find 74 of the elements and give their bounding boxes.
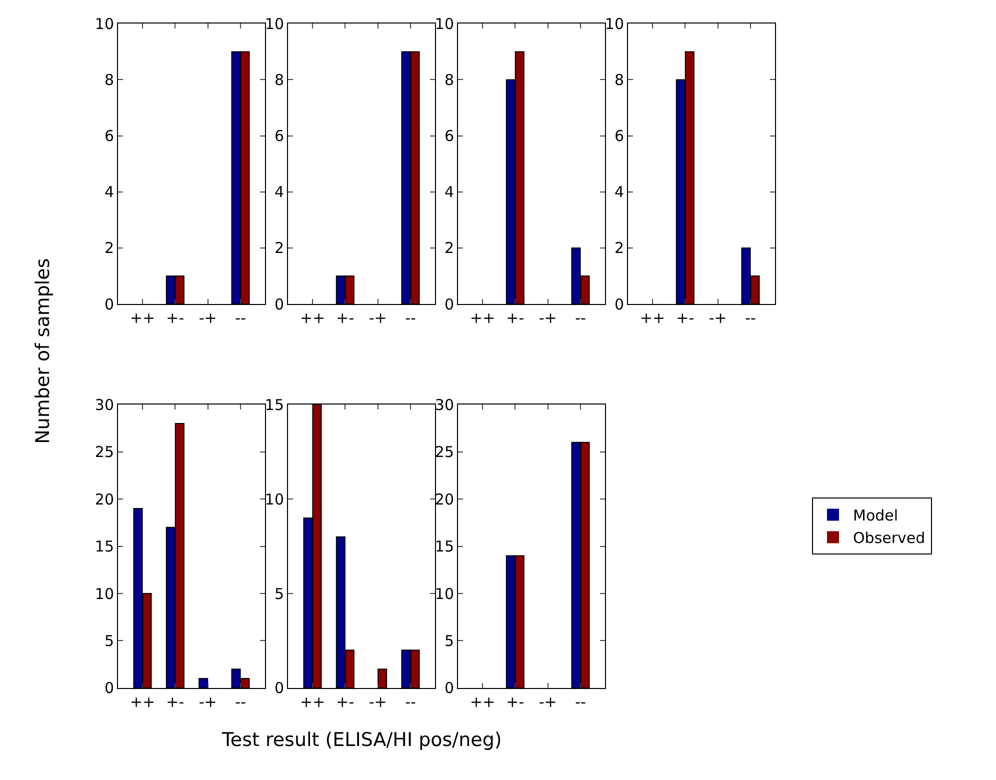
x-tick-label: -+ <box>538 692 557 711</box>
y-tick-label: 8 <box>104 70 114 89</box>
y-tick-label: 4 <box>444 183 454 202</box>
y-tick-label: 4 <box>274 183 284 202</box>
y-tick-label: 5 <box>274 584 284 603</box>
y-tick-label: 4 <box>614 183 624 202</box>
y-tick-label: 0 <box>444 295 454 314</box>
y-tick-label: 30 <box>94 396 114 414</box>
y-tick-label: 15 <box>434 538 454 556</box>
y-tick-label: 10 <box>264 490 284 508</box>
x-tick-label: -- <box>405 309 416 328</box>
x-tick-label: ++ <box>130 309 156 328</box>
x-tick-label: -- <box>235 692 246 711</box>
legend-label: Model <box>853 506 898 525</box>
x-tick-label: -+ <box>198 692 217 711</box>
x-tick-label: +- <box>506 309 524 328</box>
y-tick-label: 6 <box>104 127 114 146</box>
y-tick-label: 15 <box>264 396 284 414</box>
x-tick-label: ++ <box>130 692 156 711</box>
x-tick-label: -- <box>405 692 416 711</box>
y-tick-label: 2 <box>444 239 454 258</box>
x-tick-label: +- <box>676 309 694 328</box>
x-tick-label: -+ <box>198 309 217 328</box>
y-tick-label: 10 <box>94 584 114 603</box>
y-tick-label: 10 <box>434 584 454 603</box>
y-tick-label: 10 <box>94 14 114 33</box>
x-tick-label: +- <box>336 692 354 711</box>
y-axis-title: Number of samples <box>32 258 54 444</box>
y-tick-label: 2 <box>274 239 284 258</box>
x-tick-label: ++ <box>300 309 326 328</box>
y-tick-label: 2 <box>104 239 114 258</box>
y-tick-label: 2 <box>614 239 624 258</box>
y-tick-label: 10 <box>434 14 454 33</box>
y-tick-label: 20 <box>94 490 114 508</box>
x-tick-label: -- <box>745 309 756 328</box>
x-tick-label: ++ <box>470 692 496 711</box>
x-tick-label: -+ <box>708 309 727 328</box>
x-tick-label: -- <box>575 309 586 328</box>
y-tick-label: 5 <box>104 632 114 650</box>
x-tick-label: -- <box>235 309 246 328</box>
x-axis-title: Test result (ELISA/HI pos/neg) <box>221 729 502 751</box>
x-tick-label: ++ <box>470 309 496 328</box>
y-tick-label: 0 <box>104 679 114 698</box>
y-tick-label: 0 <box>274 295 284 314</box>
y-tick-label: 10 <box>264 14 284 33</box>
x-tick-label: +- <box>336 309 354 328</box>
y-tick-label: 20 <box>434 490 454 508</box>
x-tick-label: ++ <box>300 692 326 711</box>
x-tick-label: -+ <box>368 309 387 328</box>
x-tick-label: +- <box>506 692 524 711</box>
y-tick-label: 25 <box>434 443 454 462</box>
y-tick-label: 6 <box>444 127 454 146</box>
y-tick-label: 15 <box>94 538 114 556</box>
y-tick-label: 25 <box>94 443 114 462</box>
y-tick-label: 8 <box>614 70 624 89</box>
x-tick-label: ++ <box>640 309 666 328</box>
y-tick-label: 0 <box>104 295 114 314</box>
x-tick-label: +- <box>166 692 184 711</box>
y-tick-label: 5 <box>444 632 454 650</box>
x-tick-label: +- <box>166 309 184 328</box>
y-tick-label: 0 <box>274 679 284 698</box>
y-tick-label: 8 <box>444 70 454 89</box>
x-tick-label: -- <box>575 692 586 711</box>
x-tick-label: -+ <box>538 309 557 328</box>
y-tick-label: 0 <box>614 295 624 314</box>
y-tick-label: 0 <box>444 679 454 698</box>
y-tick-label: 4 <box>104 183 114 202</box>
y-tick-label: 6 <box>274 127 284 146</box>
y-tick-label: 10 <box>604 14 624 33</box>
y-tick-label: 6 <box>614 127 624 146</box>
y-tick-label: 30 <box>434 396 454 414</box>
legend-label: Observed <box>853 529 926 548</box>
x-tick-label: -+ <box>368 692 387 711</box>
y-tick-label: 8 <box>274 70 284 89</box>
